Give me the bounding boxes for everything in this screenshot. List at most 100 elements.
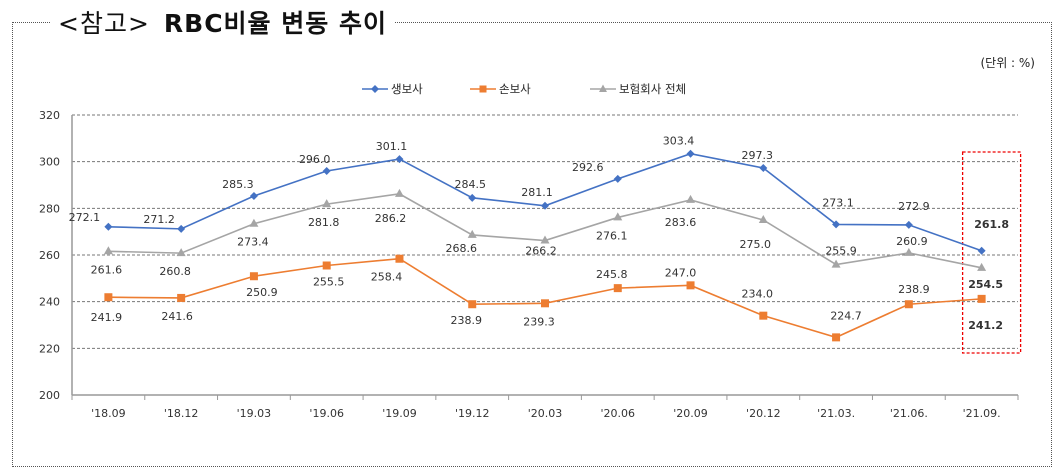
data-label: 296.0 bbox=[299, 153, 331, 166]
data-label: 281.1 bbox=[521, 186, 553, 199]
y-tick-label: 280 bbox=[39, 202, 60, 215]
data-label: 285.3 bbox=[222, 178, 254, 191]
diamond-marker bbox=[468, 193, 477, 202]
triangle-marker bbox=[904, 247, 914, 256]
data-label: 261.8 bbox=[974, 218, 1009, 231]
data-label: 283.6 bbox=[665, 216, 697, 229]
square-marker bbox=[177, 293, 186, 302]
diamond-marker bbox=[322, 167, 331, 175]
data-label: 255.9 bbox=[825, 245, 857, 258]
legend-label: 보험회사 전체 bbox=[619, 82, 686, 96]
data-label: 238.9 bbox=[450, 314, 482, 327]
square-marker bbox=[613, 284, 622, 293]
data-label: 250.9 bbox=[246, 286, 278, 299]
data-label: 276.1 bbox=[596, 229, 628, 242]
chart-frame bbox=[12, 22, 1052, 467]
data-label: 247.0 bbox=[665, 266, 697, 279]
triangle-marker bbox=[176, 248, 186, 257]
data-label: 260.9 bbox=[896, 235, 928, 248]
diamond-marker bbox=[541, 201, 549, 210]
data-label: 273.4 bbox=[237, 236, 269, 249]
data-label: 272.9 bbox=[898, 200, 930, 213]
x-tick-label: '20.03 bbox=[528, 407, 563, 420]
diamond-marker bbox=[395, 155, 404, 164]
legend-label: 생보사 bbox=[391, 82, 423, 96]
x-tick-label: '21.06. bbox=[890, 407, 928, 420]
data-label: 261.6 bbox=[91, 263, 123, 276]
square-marker bbox=[104, 293, 113, 302]
data-label: 273.1 bbox=[822, 196, 854, 209]
data-label: 241.6 bbox=[161, 310, 193, 323]
data-label: 297.3 bbox=[742, 149, 774, 162]
legend-square-icon bbox=[479, 85, 487, 93]
diamond-marker bbox=[977, 246, 986, 255]
square-marker bbox=[977, 294, 986, 303]
triangle-marker bbox=[977, 262, 987, 271]
x-tick-label: '19.12 bbox=[455, 407, 490, 420]
data-label: 241.9 bbox=[91, 311, 123, 324]
data-label: 286.2 bbox=[375, 212, 407, 225]
triangle-marker bbox=[322, 199, 332, 208]
data-label: 224.7 bbox=[830, 309, 862, 322]
square-marker bbox=[322, 261, 331, 270]
y-tick-label: 320 bbox=[39, 109, 60, 122]
x-tick-label: '18.12 bbox=[164, 407, 199, 420]
diamond-marker bbox=[904, 220, 913, 229]
triangle-marker bbox=[249, 218, 259, 227]
x-tick-label: '20.06 bbox=[601, 407, 636, 420]
data-label: 239.3 bbox=[523, 315, 555, 328]
square-marker bbox=[904, 300, 913, 309]
y-tick-label: 200 bbox=[39, 389, 60, 402]
data-label: 303.4 bbox=[663, 135, 695, 148]
title-prefix: <참고> bbox=[58, 9, 150, 38]
diamond-marker bbox=[613, 174, 622, 183]
data-label: 266.2 bbox=[525, 245, 557, 258]
triangle-marker bbox=[103, 246, 113, 255]
y-tick-label: 300 bbox=[39, 156, 60, 169]
triangle-marker bbox=[686, 194, 696, 203]
data-label: 268.6 bbox=[445, 242, 477, 255]
data-label: 284.5 bbox=[454, 178, 486, 191]
triangle-marker bbox=[394, 188, 404, 197]
triangle-marker bbox=[613, 212, 623, 221]
square-marker bbox=[541, 299, 549, 308]
x-tick-label: '19.03 bbox=[237, 407, 272, 420]
triangle-marker bbox=[540, 235, 550, 244]
data-label: 301.1 bbox=[376, 140, 408, 153]
diamond-marker bbox=[832, 220, 841, 229]
x-tick-label: '21.09. bbox=[963, 407, 1001, 420]
data-label: 275.0 bbox=[740, 238, 772, 251]
data-label: 255.5 bbox=[313, 276, 345, 289]
square-marker bbox=[249, 272, 258, 281]
triangle-marker bbox=[467, 229, 477, 238]
data-label: 254.5 bbox=[968, 278, 1003, 291]
square-marker bbox=[686, 281, 695, 290]
page-title: <참고> RBC비율 변동 추이 bbox=[50, 4, 395, 40]
title-main: RBC비율 변동 추이 bbox=[163, 9, 387, 38]
square-marker bbox=[395, 254, 404, 263]
y-tick-label: 240 bbox=[39, 296, 60, 309]
highlight-box bbox=[961, 151, 1022, 354]
x-tick-label: '20.09 bbox=[673, 407, 708, 420]
x-tick-label: '21.03. bbox=[817, 407, 855, 420]
diamond-marker bbox=[104, 222, 113, 231]
triangle-marker bbox=[758, 215, 768, 223]
x-tick-label: '19.06 bbox=[309, 407, 344, 420]
data-label: 241.2 bbox=[968, 319, 1003, 332]
square-marker bbox=[468, 300, 477, 309]
y-tick-label: 260 bbox=[39, 249, 60, 262]
legend-diamond-icon bbox=[371, 85, 379, 93]
legend-label: 손보사 bbox=[499, 82, 531, 96]
diamond-marker bbox=[686, 149, 695, 158]
y-tick-label: 220 bbox=[39, 342, 60, 355]
diamond-marker bbox=[759, 163, 768, 172]
square-marker bbox=[832, 333, 841, 342]
data-label: 272.1 bbox=[69, 211, 101, 224]
legend-triangle-icon bbox=[599, 84, 607, 92]
data-label: 238.9 bbox=[898, 283, 930, 296]
triangle-marker bbox=[831, 259, 841, 268]
x-tick-label: '18.09 bbox=[91, 407, 126, 420]
data-label: 258.4 bbox=[371, 271, 403, 284]
x-tick-label: '20.12 bbox=[746, 407, 781, 420]
